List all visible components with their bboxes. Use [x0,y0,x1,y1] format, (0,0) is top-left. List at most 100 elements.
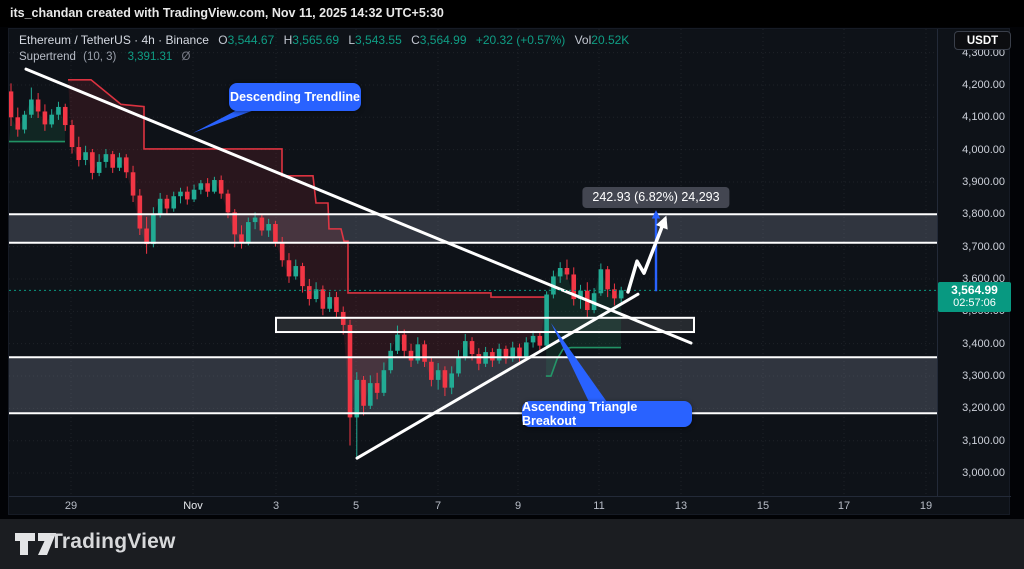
candle-body [103,154,109,162]
price-chart-plot[interactable] [9,29,937,496]
open-label: O [218,33,228,47]
candle-body [307,286,312,300]
candle-body [334,297,339,312]
candle-body [571,274,577,300]
price-tick-label: 3,800.00 [962,208,1005,221]
attribution-text: its_chandan created with TradingView.com… [10,6,444,20]
close-label: C [411,33,420,47]
candle-body [354,379,360,418]
supertrend-line[interactable] [68,78,546,298]
candle-body [144,228,149,245]
symbol-legend-row[interactable]: Ethereum / TetherUS · 4h · Binance O3,54… [19,33,629,48]
label-tail-descending [193,109,257,133]
time-tick-label: 9 [514,500,522,512]
candle-body [503,348,509,359]
candle-body [429,361,434,380]
candle-body [449,373,454,388]
candle-body [313,289,319,300]
candle-body [347,324,353,418]
price-tick-label: 3,300.00 [962,370,1005,383]
candle-body [564,267,570,275]
tradingview-wordmark[interactable]: TradingView [50,530,176,553]
candle-body [388,350,393,371]
candle-body [212,180,217,192]
candle-body [557,267,563,277]
candle-body [259,217,265,231]
supertrend-line[interactable] [546,346,621,377]
price-box-outline[interactable] [275,316,695,334]
candle-body [246,222,251,243]
low-label: L [348,33,356,47]
candle-body [286,260,292,277]
label-ascending-triangle-breakout[interactable]: Ascending Triangle Breakout [522,400,692,428]
candle-body [496,348,502,361]
label-tail-ascending [551,323,607,402]
candle-body [401,334,407,351]
tradingview-logo-icon[interactable] [14,532,58,556]
candle-body [191,189,197,200]
descending-trendline[interactable] [24,67,693,345]
time-tick-label: 7 [434,500,442,512]
time-tick-label: 19 [919,500,933,512]
time-axis[interactable]: 29 Nov 3 5 7 9 11 13 15 17 19 [9,497,937,516]
supertrend-fill [546,267,622,377]
open-value: 3,544.67 [227,33,275,47]
candle-body [117,157,122,168]
candle-body [62,106,68,126]
candle-body [517,347,522,358]
candle-body [523,342,529,358]
candle-body [537,335,543,346]
candle-body [422,344,427,362]
candle-body [368,383,373,406]
label-descending-text: Descending Trendline [230,90,360,104]
indicator-legend-row[interactable]: Supertrend (10, 3) 3,391.31 Ø [19,50,629,65]
candle-body [29,99,34,115]
time-tick-label: 5 [352,500,360,512]
candle-body [90,152,95,173]
candle-body [42,111,48,125]
candle-body [442,370,448,388]
time-tick-label: 11 [593,500,605,512]
candle-body [205,183,210,192]
currency-unit-badge[interactable]: USDT [954,31,1011,50]
measure-label[interactable]: 242.93 (6.82%) 24,293 [582,187,730,208]
candle-body [49,114,54,125]
volume-value: 20.52K [591,33,630,47]
price-tick-label: 3,700.00 [962,240,1005,253]
low-value: 3,543.55 [355,33,402,47]
label-descending-trendline[interactable]: Descending Trendline [229,83,361,111]
time-tick-label: 17 [837,500,851,512]
candle-body [171,196,177,209]
price-tick-label: 3,400.00 [962,337,1005,350]
candle-body [456,357,461,374]
candle-body [381,370,387,393]
candle-body [273,224,278,243]
close-value: 3,564.99 [419,33,467,47]
candle-body [408,350,414,361]
bar-countdown: 02:57:06 [953,297,996,310]
footer-bar: TradingView [0,519,1024,569]
candle-body [157,198,163,214]
candle-body [110,154,115,168]
candle-body [279,242,285,261]
symbol-title: Ethereum / TetherUS · 4h · Binance [19,33,209,47]
time-axis-separator [9,496,1011,497]
indicator-name: Supertrend [19,51,76,63]
candle-body [96,161,102,173]
candle-body [239,234,244,243]
candle-body [56,106,61,115]
ascending-trendline[interactable] [355,292,640,460]
candle-body [198,183,204,190]
change-value: +20.32 (+0.57%) [475,33,566,47]
candle-body [544,294,549,346]
price-tick-label: 3,900.00 [962,175,1005,188]
candle-body [476,354,482,364]
candle-body [232,212,238,235]
candle-body [578,290,583,300]
time-tick-label: 13 [674,500,688,512]
candle-body [123,157,129,173]
price-axis[interactable]: 3,564.99 02:57:06 3,000.00 3,100.00 3,200.… [938,29,1011,496]
projection-arrow[interactable] [626,215,668,294]
price-tick-label: 4,000.00 [962,143,1005,156]
candle-body [76,147,82,160]
